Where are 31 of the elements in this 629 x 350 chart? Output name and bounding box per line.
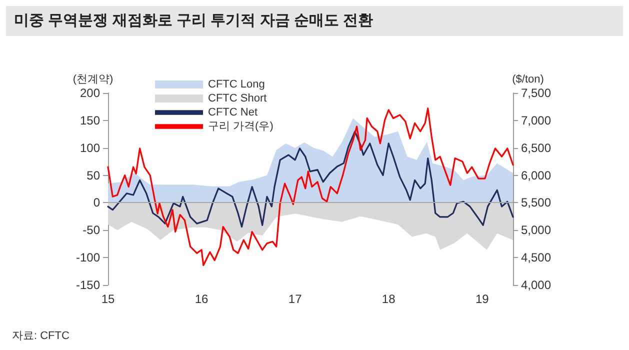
y2-tick-label: 6,500 bbox=[521, 140, 552, 155]
legend-label: CFTC Long bbox=[208, 78, 265, 90]
y2-tick-label: 7,500 bbox=[521, 86, 552, 100]
text: 자료: CFTC bbox=[12, 329, 70, 343]
x-tick-label: 17 bbox=[288, 292, 302, 306]
y2-tick-label: 5,000 bbox=[521, 223, 552, 238]
y2-tick-label: 4,500 bbox=[521, 250, 552, 265]
y2-tick-label: 5,500 bbox=[521, 196, 552, 210]
y-tick-label: -50 bbox=[82, 223, 100, 238]
chart-title: 미중 무역분쟁 재점화로 구리 투기적 자금 순매도 전환 bbox=[6, 6, 623, 36]
y2-tick-label: 6,000 bbox=[521, 168, 552, 182]
y-tick-label: 200 bbox=[80, 86, 100, 100]
legend-label: CFTC Net bbox=[208, 106, 258, 118]
line-series bbox=[107, 130, 514, 228]
legend-label: 구리 가격(우) bbox=[208, 120, 274, 132]
y-tick-label: 100 bbox=[80, 140, 100, 155]
y2-tick-label: 7,000 bbox=[521, 113, 552, 128]
y-tick-label: 50 bbox=[86, 168, 100, 182]
x-tick-label: 19 bbox=[475, 292, 490, 306]
y-tick-label: -150 bbox=[76, 278, 100, 292]
y-tick-label: -100 bbox=[76, 250, 100, 265]
y-tick-label: 0 bbox=[93, 196, 100, 210]
y-tick-label: 150 bbox=[80, 113, 100, 128]
y2-tick-label: 4,000 bbox=[521, 278, 552, 292]
x-tick-label: 18 bbox=[382, 292, 396, 306]
legend-label: CFTC Short bbox=[208, 92, 267, 104]
x-tick-label: 16 bbox=[194, 292, 209, 306]
y2-axis-title: ($/ton) bbox=[512, 74, 544, 86]
y-axis-title: (천계약) bbox=[72, 74, 114, 86]
line-series bbox=[107, 108, 514, 266]
x-tick-label: 15 bbox=[101, 292, 115, 306]
